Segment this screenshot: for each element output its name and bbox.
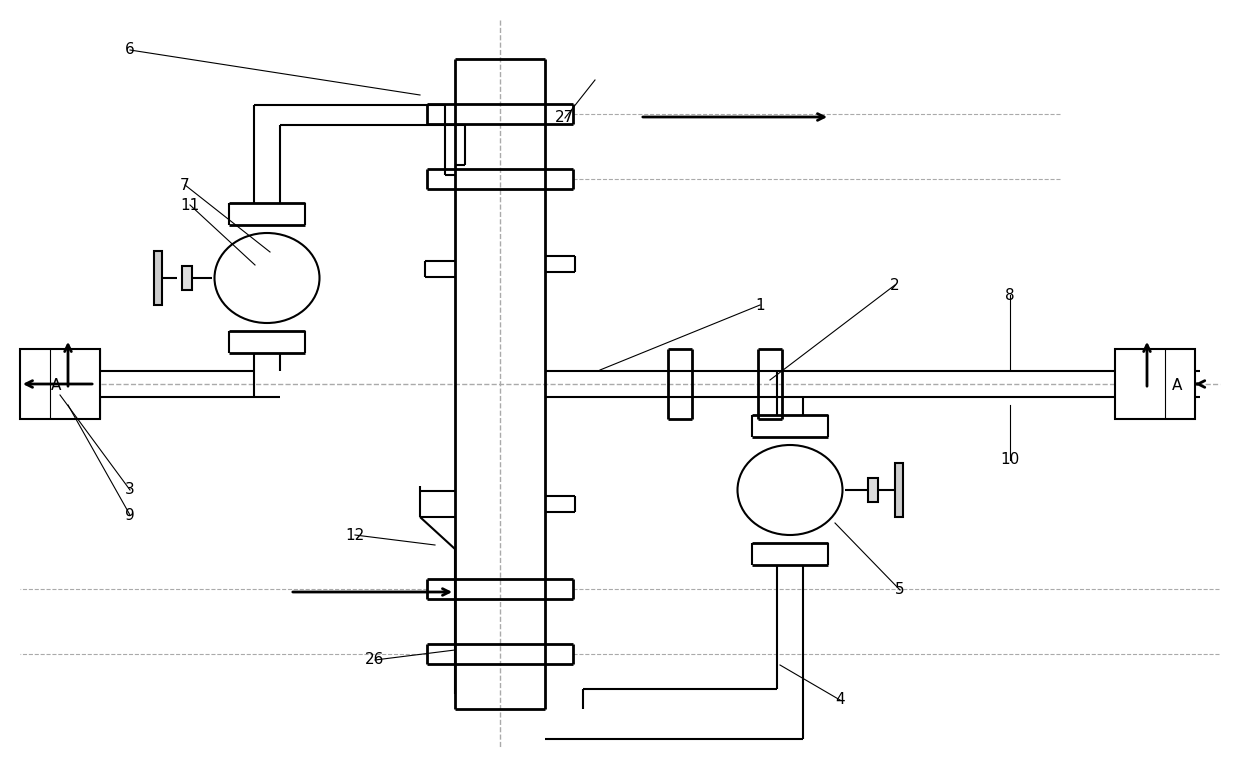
Bar bbox=[182, 266, 192, 290]
Text: 7: 7 bbox=[180, 177, 190, 193]
Text: 26: 26 bbox=[366, 653, 384, 667]
Ellipse shape bbox=[215, 233, 320, 323]
Text: 2: 2 bbox=[890, 277, 900, 293]
Text: 9: 9 bbox=[125, 508, 135, 522]
Bar bbox=[154, 251, 162, 305]
Bar bbox=[1115, 349, 1195, 419]
Text: A: A bbox=[1172, 379, 1182, 393]
Text: 10: 10 bbox=[1001, 452, 1019, 468]
Text: 1: 1 bbox=[755, 297, 765, 313]
Bar bbox=[868, 478, 878, 502]
Bar bbox=[20, 349, 100, 419]
Text: 8: 8 bbox=[1006, 287, 1014, 303]
Text: A: A bbox=[51, 379, 61, 393]
Text: 12: 12 bbox=[346, 528, 365, 542]
Text: 27: 27 bbox=[556, 111, 574, 125]
Bar bbox=[895, 463, 903, 517]
Text: 4: 4 bbox=[836, 693, 844, 707]
Text: 3: 3 bbox=[125, 482, 135, 498]
Text: 11: 11 bbox=[180, 197, 200, 213]
Text: 6: 6 bbox=[125, 42, 135, 58]
Ellipse shape bbox=[738, 445, 842, 535]
Text: 5: 5 bbox=[895, 582, 905, 598]
